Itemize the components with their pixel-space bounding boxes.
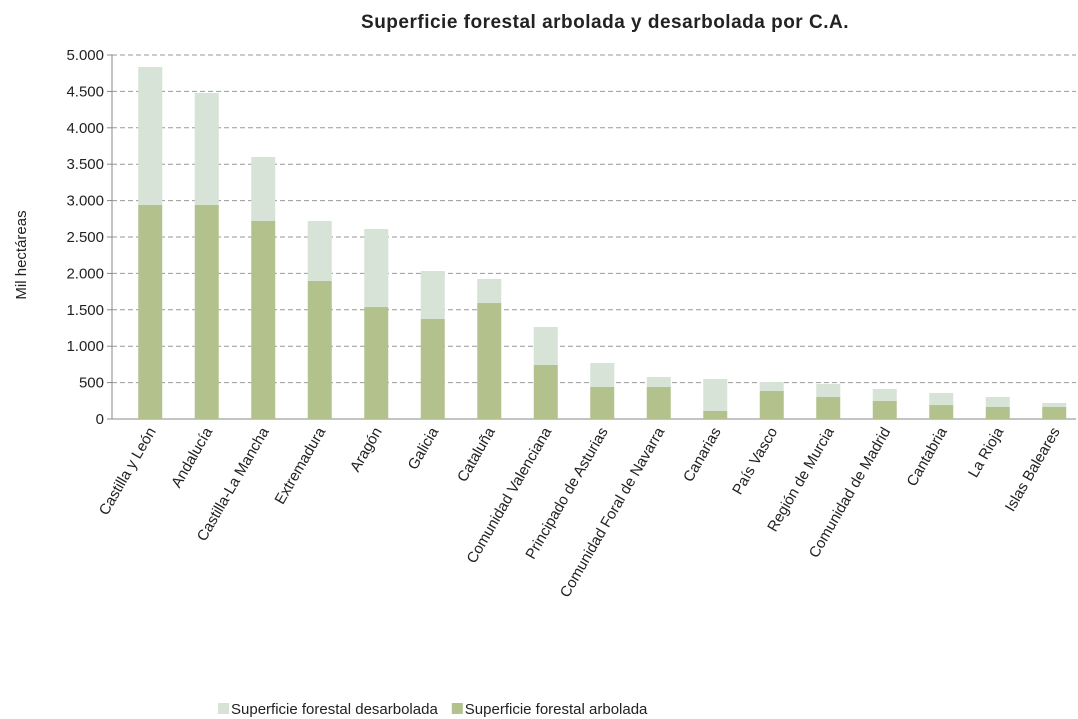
- bar-segment: [1042, 406, 1067, 419]
- bar-segment: [364, 307, 389, 419]
- bar-segment: [929, 405, 954, 419]
- bar-segment: [138, 67, 163, 205]
- bar-segment: [251, 220, 276, 419]
- bar-segment: [420, 270, 445, 319]
- bar-segment: [759, 390, 784, 419]
- x-tick-label: Extremadura: [272, 424, 330, 507]
- bar-segment: [477, 303, 502, 419]
- y-tick-label: 4.500: [66, 83, 104, 100]
- bar-segment: [1042, 402, 1067, 407]
- bar-segment: [138, 204, 163, 419]
- bar-segment: [646, 376, 671, 387]
- bar-segment: [985, 397, 1010, 407]
- y-tick-label: 1.500: [66, 302, 104, 319]
- bar-segment: [759, 382, 784, 391]
- bar-segment: [533, 326, 558, 365]
- y-tick-label: 500: [79, 375, 104, 392]
- bar-segment: [703, 410, 728, 419]
- y-tick-label: 3.500: [66, 156, 104, 173]
- x-tick-label: Comunidad Foral de Navarra: [557, 424, 669, 601]
- bar-segment: [646, 386, 671, 419]
- bar-segment: [816, 397, 841, 419]
- y-tick-label: 4.000: [66, 120, 104, 137]
- bar-segment: [420, 318, 445, 419]
- legend-label: Superficie forestal desarbolada: [231, 701, 438, 718]
- bar-segment: [590, 363, 615, 387]
- bar-segment: [872, 389, 897, 402]
- bar-segment: [477, 279, 502, 304]
- bar-segment: [251, 156, 276, 221]
- legend-swatch: [451, 703, 463, 714]
- bar-segment: [364, 228, 389, 308]
- bar-segment: [929, 393, 954, 406]
- x-tick-label: Canarias: [680, 425, 725, 485]
- bar-segment: [590, 386, 615, 419]
- bar-segment: [194, 93, 219, 205]
- y-tick-label: 5.000: [66, 47, 104, 64]
- y-tick-label: 3.000: [66, 193, 104, 210]
- bar-segment: [194, 204, 219, 419]
- bar-segment: [703, 379, 728, 411]
- y-tick-label: 2.000: [66, 265, 104, 282]
- y-tick-label: 0: [96, 411, 104, 428]
- legend-swatch: [218, 703, 229, 714]
- y-tick-label: 1.000: [66, 338, 104, 355]
- y-axis-label: Mil hectáreas: [13, 210, 30, 299]
- bar-segment: [533, 364, 558, 419]
- bar-segment: [872, 401, 897, 419]
- x-tick-label: País Vasco: [729, 425, 781, 498]
- x-tick-label: Castilla y León: [96, 425, 160, 519]
- legend-label: Superficie forestal arbolada: [465, 701, 648, 718]
- x-tick-label: Islas Baleares: [1002, 425, 1064, 515]
- bar-segment: [307, 220, 332, 281]
- bar-segment: [816, 383, 841, 398]
- y-tick-label: 2.500: [66, 229, 104, 246]
- bar-segment: [307, 280, 332, 419]
- bar-segment: [985, 406, 1010, 419]
- chart-title: Superficie forestal arbolada y desarbola…: [361, 12, 849, 33]
- x-tick-label: Aragón: [347, 425, 386, 475]
- x-tick-label: Galicia: [405, 424, 443, 473]
- x-tick-label: Andalucía: [168, 424, 216, 491]
- x-tick-label: Cataluña: [454, 424, 499, 485]
- x-tick-label: La Rioja: [965, 424, 1008, 481]
- x-tick-label: Cantabria: [903, 424, 951, 489]
